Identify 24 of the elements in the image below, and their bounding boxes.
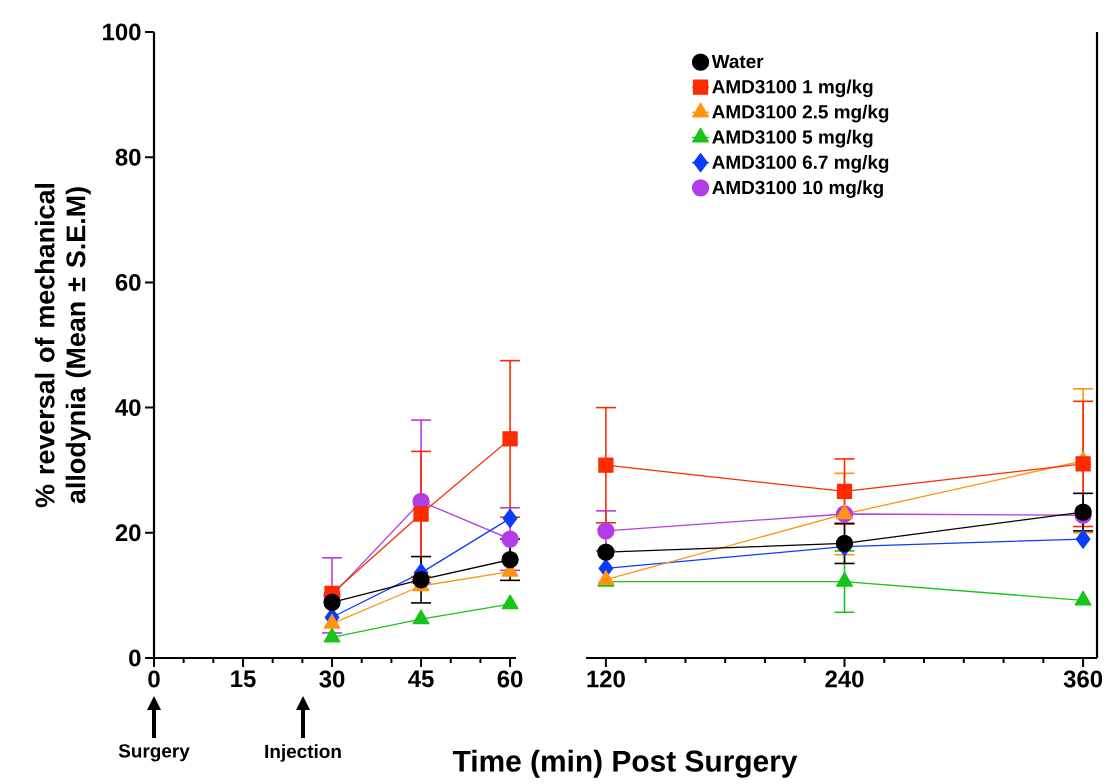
y-axis-title: % reversal of mechanical allodynia (Mean ± S.E.M) <box>34 183 91 508</box>
y-tick-label: 40 <box>115 399 141 417</box>
text: Surgery <box>118 744 190 762</box>
y-tick-label: 20 <box>115 524 141 542</box>
legend-label: AMD3100 5 mg/kg <box>712 129 873 148</box>
x-tick-label: 120 <box>587 670 625 688</box>
legend-label: AMD3100 10 mg/kg <box>712 180 883 198</box>
x-tick-label: 240 <box>825 670 864 688</box>
legend-label: AMD3100 6.7 mg/kg <box>712 155 889 173</box>
x-tick-label: 0 <box>148 670 160 688</box>
y-tick-label: 100 <box>103 23 141 41</box>
x-tick-label: 45 <box>408 670 434 688</box>
legend-label: AMD3100 2.5 mg/kg <box>712 104 889 123</box>
x-axis-title: Time (min) Post Surgery <box>452 749 798 778</box>
text: Injection <box>265 744 341 762</box>
x-tick-label: 30 <box>319 670 345 688</box>
legend-label: AMD3100 1 mg/kg <box>712 79 873 98</box>
y-tick-label: 80 <box>115 148 141 166</box>
x-tick-label: 15 <box>231 670 256 688</box>
legend-label: Water <box>711 54 764 69</box>
x-tick-label: 360 <box>1063 670 1103 688</box>
x-tick-label: 60 <box>497 670 523 688</box>
y-tick-label: 0 <box>129 649 141 667</box>
y-tick-label: 60 <box>115 273 141 291</box>
